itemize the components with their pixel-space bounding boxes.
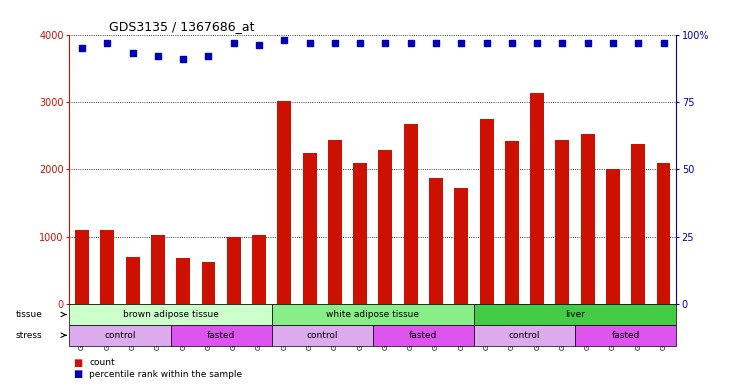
Bar: [480, 119, 493, 304]
Text: liver: liver: [565, 310, 585, 319]
Text: fasted: fasted: [207, 331, 235, 340]
Text: white adipose tissue: white adipose tissue: [326, 310, 420, 319]
Bar: [474, 325, 575, 346]
Text: ■: ■: [73, 358, 83, 368]
Point: [126, 50, 138, 56]
Point: [506, 40, 518, 46]
Bar: [252, 235, 266, 304]
Point: [632, 40, 644, 46]
Bar: [328, 140, 342, 304]
Bar: [151, 235, 165, 304]
Bar: [227, 237, 240, 304]
Text: tissue: tissue: [15, 310, 42, 319]
Text: brown adipose tissue: brown adipose tissue: [123, 310, 219, 319]
Bar: [176, 258, 190, 304]
Bar: [474, 304, 676, 325]
Point: [556, 40, 568, 46]
Point: [607, 40, 619, 46]
Bar: [404, 124, 417, 304]
Point: [531, 40, 543, 46]
Bar: [100, 230, 114, 304]
Bar: [455, 188, 469, 304]
Bar: [556, 141, 569, 304]
Point: [304, 40, 316, 46]
Point: [76, 45, 88, 51]
Bar: [277, 101, 291, 304]
Point: [202, 53, 214, 59]
Text: percentile rank within the sample: percentile rank within the sample: [89, 370, 242, 379]
Bar: [575, 325, 676, 346]
Point: [430, 40, 442, 46]
Text: control: control: [306, 331, 338, 340]
Point: [178, 56, 189, 62]
Point: [102, 40, 113, 46]
Point: [405, 40, 417, 46]
Text: control: control: [105, 331, 136, 340]
Text: stress: stress: [15, 331, 42, 340]
Bar: [272, 304, 474, 325]
Point: [253, 42, 265, 48]
Text: control: control: [509, 331, 540, 340]
Bar: [606, 169, 620, 304]
Bar: [272, 325, 373, 346]
Text: ■: ■: [73, 369, 83, 379]
Text: GDS3135 / 1367686_at: GDS3135 / 1367686_at: [109, 20, 254, 33]
Bar: [303, 153, 317, 304]
Bar: [69, 304, 272, 325]
Bar: [170, 325, 272, 346]
Point: [329, 40, 341, 46]
Bar: [656, 163, 670, 304]
Point: [152, 53, 164, 59]
Bar: [202, 262, 216, 304]
Point: [379, 40, 391, 46]
Point: [355, 40, 366, 46]
Bar: [353, 162, 367, 304]
Bar: [429, 178, 443, 304]
Text: count: count: [89, 358, 115, 367]
Bar: [75, 230, 89, 304]
Point: [279, 37, 290, 43]
Text: fasted: fasted: [409, 331, 438, 340]
Bar: [126, 257, 140, 304]
Bar: [69, 325, 170, 346]
Bar: [530, 93, 544, 304]
Bar: [373, 325, 474, 346]
Point: [455, 40, 467, 46]
Bar: [632, 144, 645, 304]
Bar: [69, 304, 676, 384]
Point: [658, 40, 670, 46]
Bar: [505, 141, 519, 304]
Point: [481, 40, 493, 46]
Point: [228, 40, 240, 46]
Point: [582, 40, 594, 46]
Bar: [580, 134, 594, 304]
Bar: [379, 150, 393, 304]
Text: fasted: fasted: [611, 331, 640, 340]
